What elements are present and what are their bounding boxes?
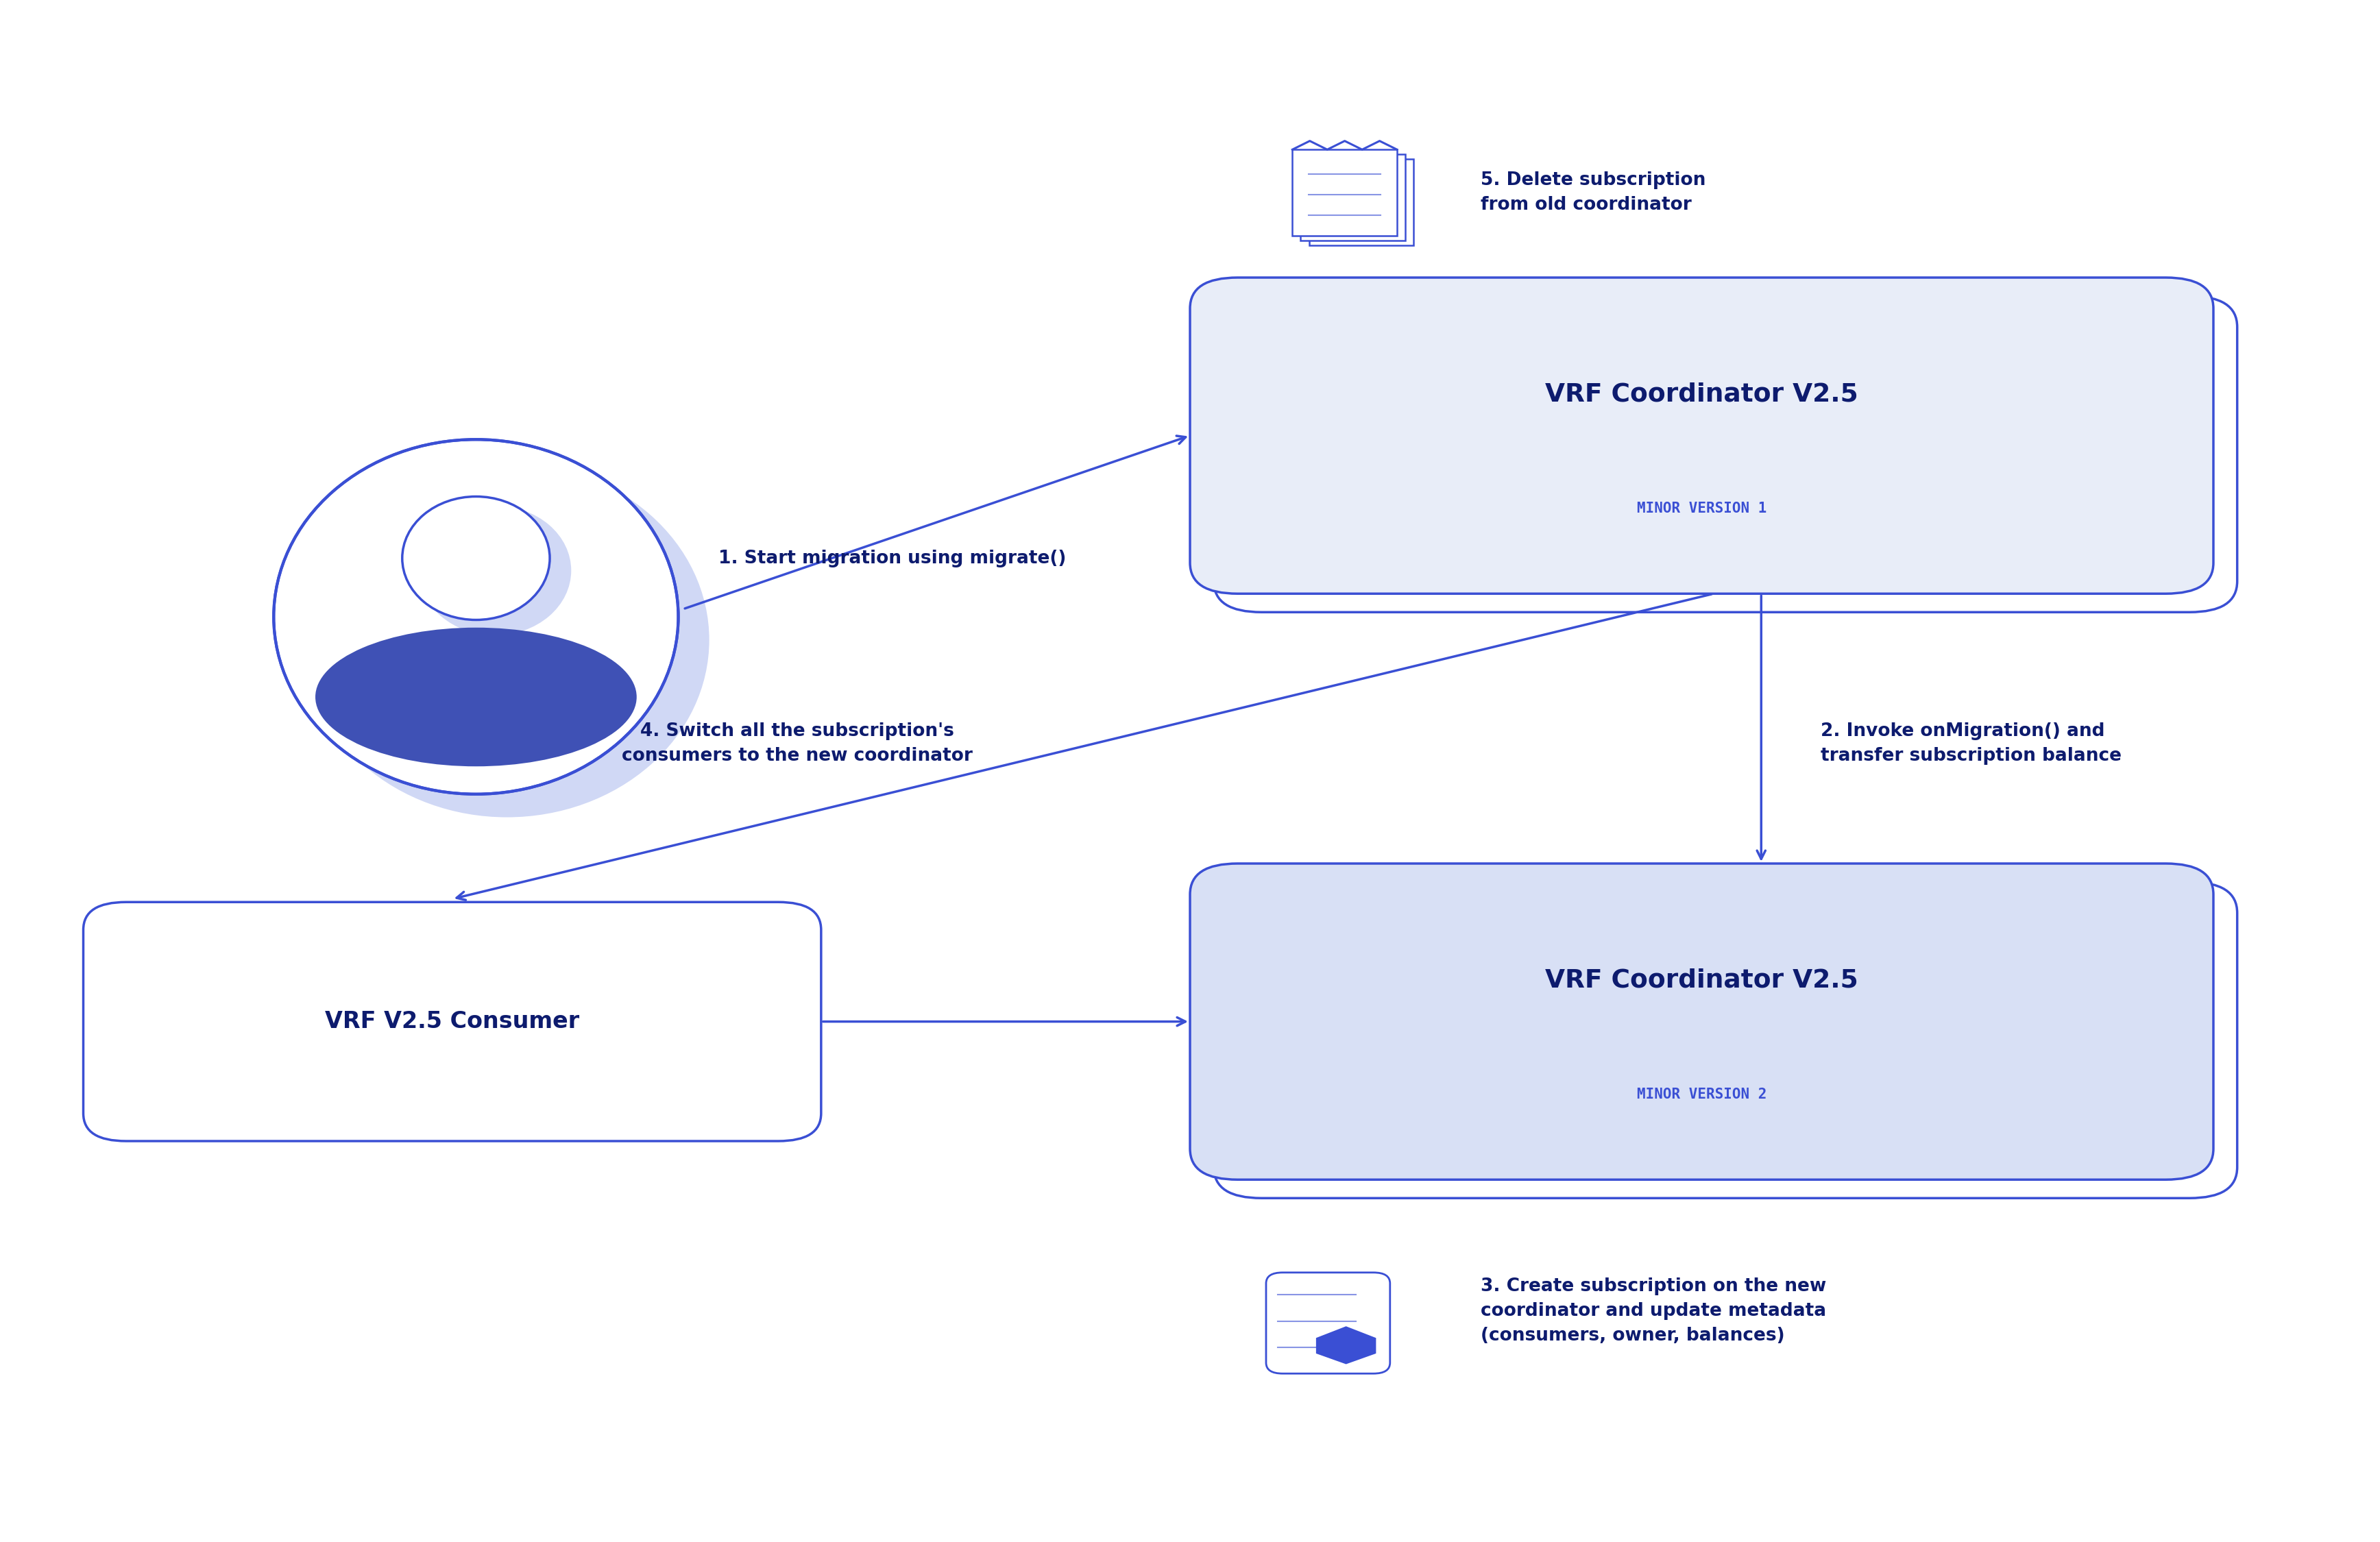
FancyBboxPatch shape	[1302, 154, 1407, 241]
Ellipse shape	[274, 439, 678, 794]
Text: MINOR VERSION 2: MINOR VERSION 2	[1637, 1087, 1766, 1101]
FancyBboxPatch shape	[83, 902, 821, 1141]
Text: 4. Switch all the subscription's
consumers to the new coordinator: 4. Switch all the subscription's consume…	[621, 722, 973, 765]
Text: 2. Invoke onMigration() and
transfer subscription balance: 2. Invoke onMigration() and transfer sub…	[1821, 722, 2121, 765]
FancyBboxPatch shape	[1266, 1272, 1390, 1374]
Text: 3. Create subscription on the new
coordinator and update metadata
(consumers, ow: 3. Create subscription on the new coordi…	[1480, 1277, 1825, 1345]
FancyBboxPatch shape	[1309, 159, 1414, 245]
Ellipse shape	[317, 628, 638, 766]
Ellipse shape	[402, 497, 550, 620]
FancyBboxPatch shape	[1190, 864, 2213, 1180]
Text: 5. Delete subscription
from old coordinator: 5. Delete subscription from old coordina…	[1480, 171, 1706, 214]
Text: VRF Coordinator V2.5: VRF Coordinator V2.5	[1545, 968, 1859, 993]
FancyBboxPatch shape	[1292, 150, 1397, 236]
Text: VRF Coordinator V2.5: VRF Coordinator V2.5	[1545, 382, 1859, 407]
Ellipse shape	[419, 506, 571, 635]
Ellipse shape	[305, 463, 709, 817]
Text: VRF V2.5 Consumer: VRF V2.5 Consumer	[326, 1010, 578, 1033]
Polygon shape	[1316, 1326, 1376, 1365]
FancyBboxPatch shape	[1190, 278, 2213, 594]
Text: 1. Start migration using migrate(): 1. Start migration using migrate()	[719, 549, 1066, 567]
Text: MINOR VERSION 1: MINOR VERSION 1	[1637, 501, 1766, 515]
FancyBboxPatch shape	[1214, 296, 2237, 612]
FancyBboxPatch shape	[1214, 882, 2237, 1198]
